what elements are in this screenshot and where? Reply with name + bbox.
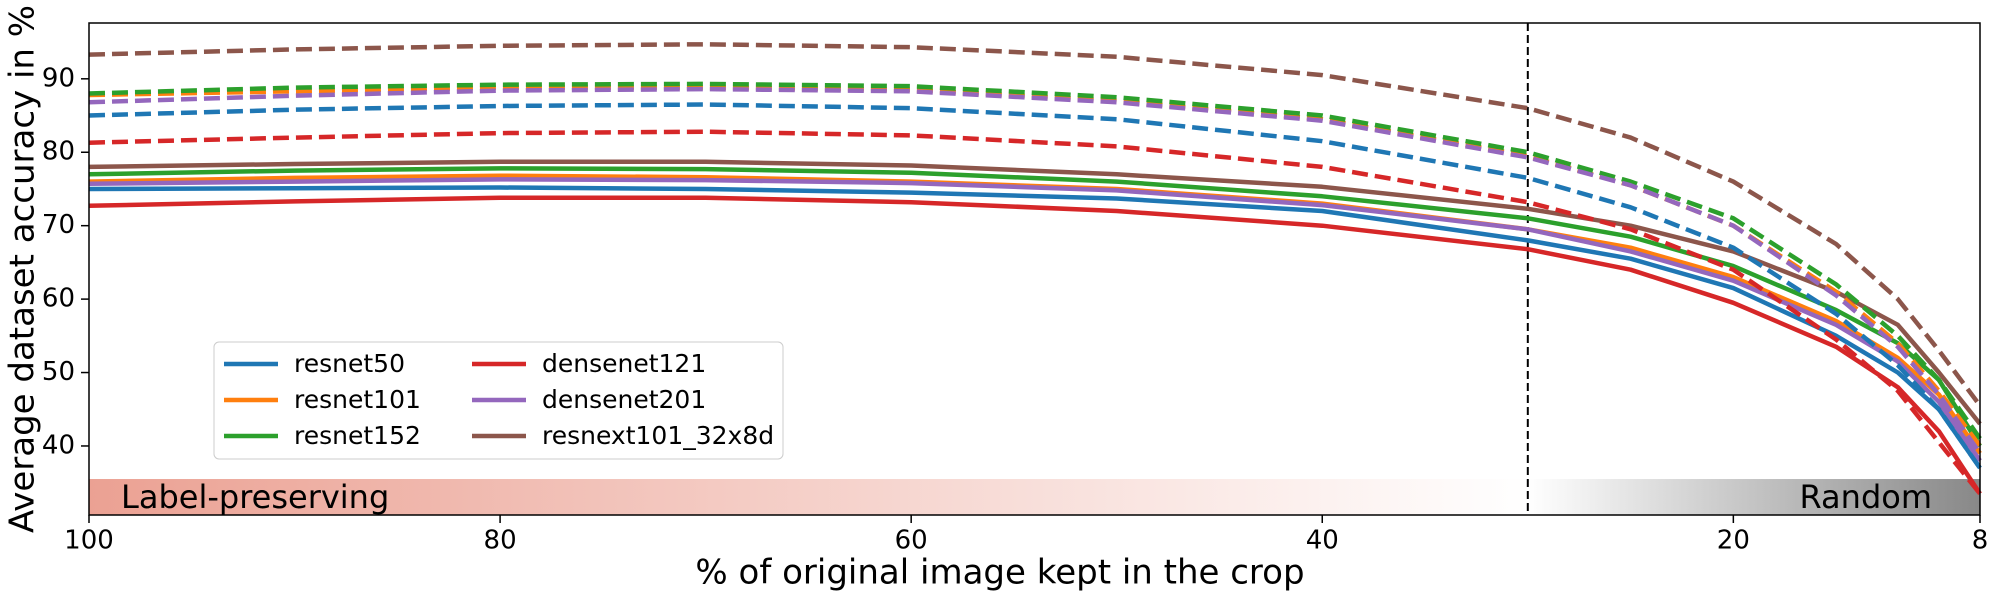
- y-tick-label: 50: [42, 357, 75, 387]
- y-tick-label: 70: [42, 210, 75, 240]
- x-axis-label: % of original image kept in the crop: [695, 553, 1304, 593]
- legend-label: resnet101: [294, 385, 421, 414]
- plot-frame: [88, 22, 1981, 516]
- region-label: Label-preserving: [121, 478, 389, 516]
- y-tick-label: 90: [42, 63, 75, 93]
- x-tick-label: 40: [1306, 526, 1339, 556]
- region-band: [89, 479, 1528, 515]
- line: [88, 159, 1982, 426]
- dashed-line: [88, 81, 1982, 440]
- region-band: [1527, 479, 1980, 515]
- x-tick-label: 8: [1972, 526, 1989, 556]
- dashed-line: [88, 102, 1982, 470]
- x-tick-label: 100: [64, 526, 114, 556]
- dashed-line: [88, 86, 1982, 455]
- line: [88, 185, 1982, 470]
- dashed-line: [88, 42, 1982, 407]
- x-tick-label: 60: [895, 526, 928, 556]
- legend-label: resnet152: [294, 421, 421, 450]
- legend-label: densenet201: [542, 385, 706, 414]
- x-tick-label: 20: [1717, 526, 1750, 556]
- legend-label: densenet121: [542, 349, 706, 378]
- y-tick-label: 80: [42, 137, 75, 167]
- region-label: Random: [1800, 478, 1932, 516]
- x-tick-label: 80: [484, 526, 517, 556]
- legend-label: resnet50: [294, 349, 405, 378]
- y-axis-label: Average dataset accuracy in %: [3, 5, 43, 533]
- dashed-line: [88, 129, 1982, 496]
- y-tick-label: 60: [42, 284, 75, 314]
- y-tick-label: 40: [42, 430, 75, 460]
- legend-label: resnext101_32x8d: [542, 421, 774, 450]
